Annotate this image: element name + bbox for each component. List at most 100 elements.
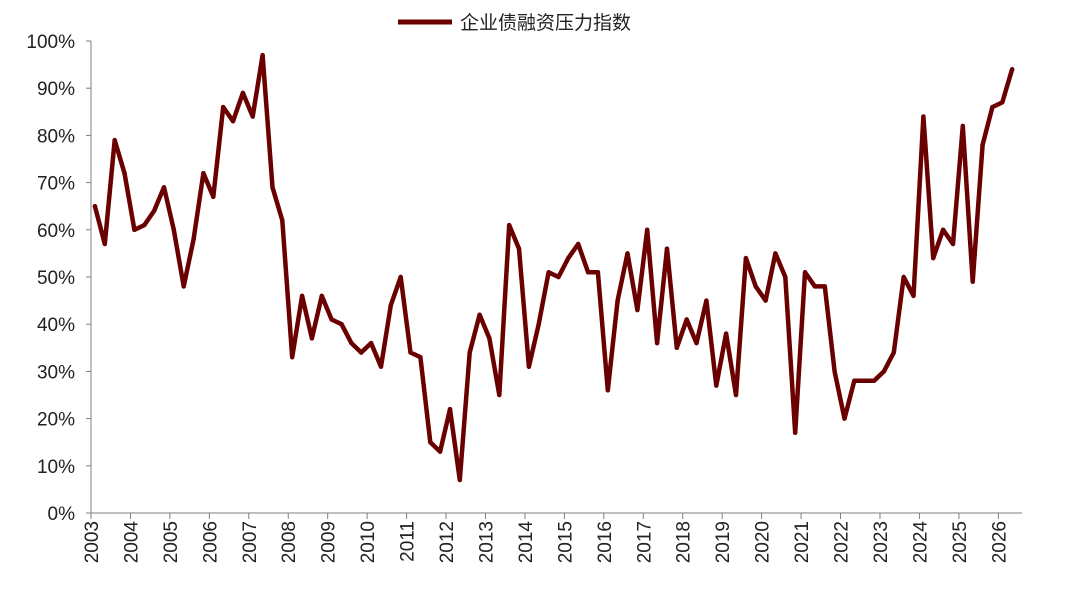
data-point — [112, 137, 117, 143]
y-tick-label: 80% — [37, 126, 75, 147]
data-point — [802, 270, 808, 275]
data-point — [418, 355, 423, 360]
data-point — [950, 241, 956, 247]
data-point — [467, 350, 472, 355]
data-point — [881, 369, 887, 374]
data-point — [585, 270, 591, 275]
data-point — [191, 237, 196, 242]
data-point — [299, 293, 305, 299]
y-tick-label: 40% — [37, 315, 75, 336]
data-point — [378, 364, 384, 369]
x-axis: 2003 2004 2005 2006 2007 2008 2009 2010 2011 2012… — [82, 512, 1022, 564]
x-tick-label: 2019 — [713, 521, 734, 563]
data-point — [428, 440, 433, 445]
data-point — [694, 340, 699, 346]
data-point — [921, 114, 926, 119]
x-tick-label: 2020 — [753, 521, 774, 563]
data-point — [181, 284, 186, 289]
data-point — [595, 270, 601, 275]
data-point — [773, 251, 778, 256]
data-point — [497, 392, 502, 398]
x-tick-label: 2017 — [634, 521, 655, 563]
data-point — [812, 284, 818, 289]
x-tick-label: 2004 — [121, 521, 142, 564]
x-tick-label: 2015 — [555, 521, 576, 563]
data-point — [723, 331, 729, 336]
data-point — [359, 350, 364, 355]
data-point — [684, 317, 689, 322]
data-point — [566, 255, 571, 261]
data-point — [477, 312, 482, 317]
data-point — [832, 369, 837, 374]
legend: 企业债融资压力指数 — [398, 12, 631, 34]
data-point — [526, 364, 532, 369]
data-point — [1000, 100, 1005, 105]
data-point — [102, 241, 108, 247]
data-point — [901, 274, 906, 280]
data-point — [891, 350, 896, 355]
y-tick-label: 60% — [37, 221, 75, 242]
y-tick-label: 10% — [37, 457, 75, 478]
data-point — [654, 340, 660, 346]
data-point — [664, 246, 670, 251]
data-point — [457, 477, 463, 483]
data-point — [408, 350, 413, 355]
x-tick-label: 2007 — [240, 521, 261, 563]
data-point — [92, 204, 98, 209]
data-point — [132, 227, 137, 232]
x-tick-label: 2012 — [437, 521, 458, 563]
y-tick-label: 20% — [37, 410, 75, 431]
data-point — [388, 303, 394, 308]
data-point — [250, 114, 255, 119]
data-point — [615, 298, 620, 303]
x-tick-label: 2011 — [398, 521, 419, 562]
data-point — [171, 227, 177, 232]
data-point — [980, 142, 985, 148]
data-point — [733, 392, 739, 398]
data-point — [536, 322, 541, 327]
data-point — [270, 185, 275, 190]
data-point — [161, 185, 167, 190]
data-point — [970, 279, 975, 284]
data-point — [368, 340, 374, 346]
data-point — [556, 274, 561, 280]
x-tick-label: 2014 — [516, 521, 537, 564]
data-point — [960, 123, 966, 129]
data-point — [506, 222, 512, 228]
data-point — [940, 227, 946, 232]
data-point — [220, 104, 226, 110]
data-point — [339, 322, 344, 327]
data-point — [862, 378, 867, 384]
data-point — [329, 317, 334, 322]
x-tick-label: 2008 — [279, 521, 300, 563]
y-tick-label: 30% — [37, 362, 75, 383]
data-point — [142, 222, 147, 228]
x-tick-label: 2018 — [674, 521, 695, 563]
data-point — [280, 218, 285, 223]
data-point — [743, 255, 749, 261]
data-point — [753, 284, 758, 289]
x-tick-label: 2010 — [358, 521, 379, 563]
series-layer — [92, 52, 1015, 483]
x-tick-label: 2013 — [476, 521, 497, 563]
y-tick-label: 0% — [48, 504, 76, 525]
data-point — [122, 170, 127, 176]
data-point — [289, 355, 295, 360]
data-point — [349, 340, 354, 346]
data-point — [783, 274, 788, 280]
x-tick-label: 2024 — [910, 521, 931, 564]
x-tick-label: 2005 — [161, 521, 182, 563]
data-point — [151, 208, 157, 214]
x-tick-label: 2009 — [319, 521, 340, 563]
data-point — [398, 274, 403, 280]
data-point — [260, 52, 265, 58]
data-point — [714, 383, 719, 388]
data-point — [990, 104, 995, 110]
series-line — [92, 52, 1015, 483]
data-point — [674, 345, 680, 350]
data-point — [447, 406, 453, 412]
data-point — [240, 90, 246, 96]
data-point — [645, 227, 650, 232]
data-point — [211, 194, 216, 199]
